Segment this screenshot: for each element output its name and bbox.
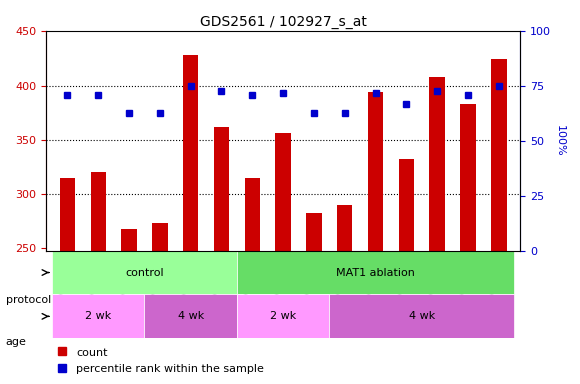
Bar (461, 104, 476, 251)
Bar (60, 178, 75, 251)
Text: 4 wk: 4 wk (409, 311, 435, 321)
Title: GDS2561 / 102927_s_at: GDS2561 / 102927_s_at (200, 15, 367, 29)
FancyBboxPatch shape (237, 251, 514, 295)
Text: age: age (6, 337, 27, 347)
Text: control: control (125, 268, 164, 278)
Y-axis label: 100%: 100% (555, 125, 565, 157)
Bar (152, 223, 168, 251)
Text: protocol: protocol (6, 295, 51, 305)
Bar (90, 172, 106, 251)
FancyBboxPatch shape (237, 295, 329, 338)
Text: 2 wk: 2 wk (85, 311, 111, 321)
Bar (429, 77, 445, 251)
FancyBboxPatch shape (52, 251, 237, 295)
Bar (398, 159, 414, 251)
Bar (337, 205, 353, 251)
Bar (245, 178, 260, 251)
FancyBboxPatch shape (144, 295, 237, 338)
Bar (214, 127, 229, 251)
Text: 4 wk: 4 wk (177, 311, 204, 321)
FancyBboxPatch shape (52, 295, 144, 338)
Bar (183, 55, 198, 251)
Bar (368, 92, 383, 251)
Bar (306, 213, 322, 251)
Text: 2 wk: 2 wk (270, 311, 296, 321)
Bar (276, 133, 291, 251)
FancyBboxPatch shape (329, 295, 514, 338)
Legend: count, percentile rank within the sample: count, percentile rank within the sample (52, 343, 269, 379)
Text: MAT1 ablation: MAT1 ablation (336, 268, 415, 278)
Bar (121, 229, 137, 251)
Bar (491, 58, 506, 251)
